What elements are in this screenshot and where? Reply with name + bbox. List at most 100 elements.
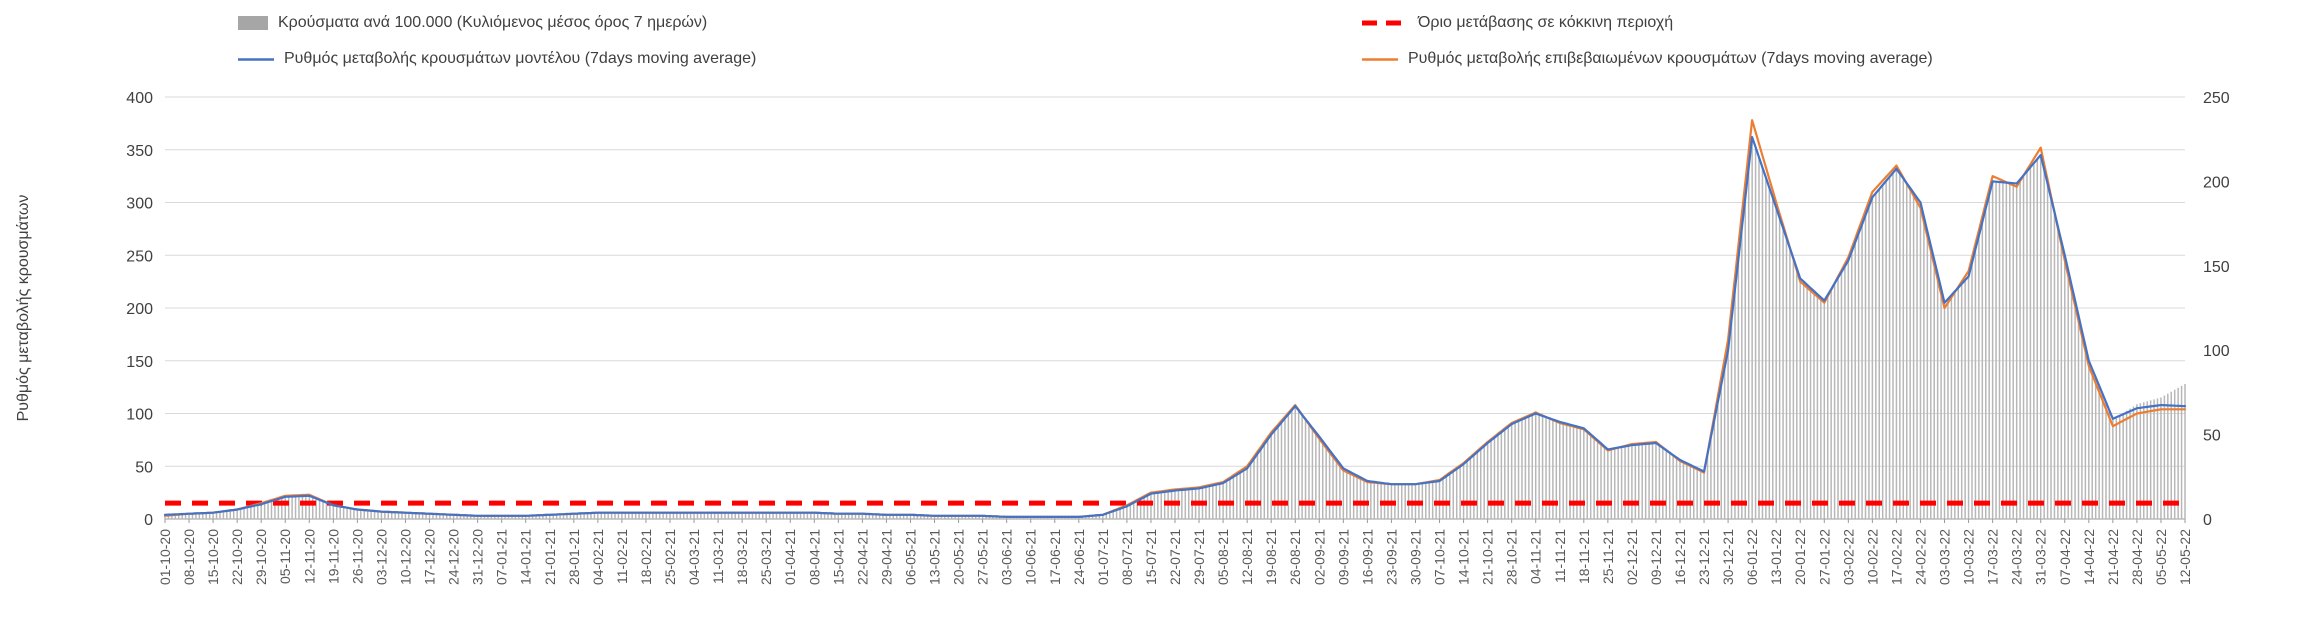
svg-text:30-12-21: 30-12-21 [1720,529,1736,585]
svg-text:14-10-21: 14-10-21 [1456,529,1472,585]
svg-text:250: 250 [2203,90,2230,107]
svg-text:24-03-22: 24-03-22 [2009,529,2025,585]
svg-text:13-05-21: 13-05-21 [927,529,943,585]
svg-text:24-06-21: 24-06-21 [1071,529,1087,585]
svg-text:28-04-22: 28-04-22 [2129,529,2145,585]
legend-item-confirmed-rate: Ρυθμός μεταβολής επιβεβαιωμένων κρουσμάτ… [1362,50,1933,68]
svg-text:200: 200 [126,301,153,318]
svg-text:26-11-20: 26-11-20 [349,529,365,584]
svg-text:200: 200 [2203,174,2230,191]
svg-text:06-05-21: 06-05-21 [902,529,918,585]
svg-text:22-04-21: 22-04-21 [854,529,870,585]
svg-text:20-05-21: 20-05-21 [951,529,967,585]
svg-text:300: 300 [126,196,153,213]
svg-text:31-12-20: 31-12-20 [470,529,486,585]
svg-text:22-07-21: 22-07-21 [1167,529,1183,585]
svg-text:50: 50 [135,459,153,476]
svg-text:23-09-21: 23-09-21 [1383,529,1399,585]
svg-text:04-11-21: 04-11-21 [1528,529,1544,584]
svg-text:11-11-21: 11-11-21 [1552,529,1568,583]
svg-text:25-03-21: 25-03-21 [758,529,774,585]
svg-text:28-10-21: 28-10-21 [1504,529,1520,585]
svg-text:400: 400 [126,90,153,107]
svg-text:15-10-20: 15-10-20 [205,529,221,585]
svg-text:08-04-21: 08-04-21 [806,529,822,585]
svg-text:12-05-22: 12-05-22 [2177,529,2193,585]
svg-text:08-10-20: 08-10-20 [181,529,197,585]
svg-text:22-10-20: 22-10-20 [229,529,245,585]
svg-text:01-04-21: 01-04-21 [782,529,798,585]
svg-text:27-01-22: 27-01-22 [1816,529,1832,585]
svg-text:27-05-21: 27-05-21 [975,529,991,585]
svg-text:150: 150 [126,354,153,371]
svg-text:08-07-21: 08-07-21 [1119,529,1135,585]
svg-text:17-06-21: 17-06-21 [1047,529,1063,585]
svg-text:15-04-21: 15-04-21 [830,529,846,585]
svg-text:01-10-20: 01-10-20 [157,529,173,585]
svg-text:12-11-20: 12-11-20 [301,529,317,584]
right-axis-tick-labels: 0 50 100 150 200 250 [2203,90,2230,529]
svg-text:30-09-21: 30-09-21 [1407,529,1423,585]
svg-text:15-07-21: 15-07-21 [1143,529,1159,585]
svg-text:02-09-21: 02-09-21 [1311,529,1327,585]
svg-text:18-11-21: 18-11-21 [1576,529,1592,584]
svg-text:18-03-21: 18-03-21 [734,529,750,585]
svg-text:21-10-21: 21-10-21 [1480,529,1496,585]
model-line-icon [238,57,274,62]
cases-bars-swatch-icon [238,16,268,30]
svg-text:16-09-21: 16-09-21 [1359,529,1375,585]
svg-text:04-02-21: 04-02-21 [590,529,606,585]
svg-text:01-07-21: 01-07-21 [1095,529,1111,585]
svg-text:25-02-21: 25-02-21 [662,529,678,585]
svg-text:10-03-22: 10-03-22 [1961,529,1977,585]
cases-bars-series [164,137,2186,519]
svg-text:13-01-22: 13-01-22 [1768,529,1784,585]
legend-label-model-rate: Ρυθμός μεταβολής κρουσμάτων μοντέλου (7d… [284,50,757,67]
legend-item-model-rate: Ρυθμός μεταβολής κρουσμάτων μοντέλου (7d… [238,50,756,68]
model-rate-line [163,136,2187,519]
svg-text:05-08-21: 05-08-21 [1215,529,1231,585]
svg-text:05-05-22: 05-05-22 [2153,529,2169,585]
svg-text:150: 150 [2203,259,2230,276]
svg-text:250: 250 [126,248,153,265]
svg-text:19-08-21: 19-08-21 [1263,529,1279,585]
svg-text:17-02-22: 17-02-22 [1888,529,1904,585]
svg-text:06-01-22: 06-01-22 [1744,529,1760,585]
svg-text:12-08-21: 12-08-21 [1239,529,1255,585]
svg-text:29-10-20: 29-10-20 [253,529,269,585]
svg-text:23-12-21: 23-12-21 [1696,529,1712,585]
svg-text:31-03-22: 31-03-22 [2033,529,2049,585]
svg-text:17-12-20: 17-12-20 [422,529,438,585]
svg-text:14-01-21: 14-01-21 [518,529,534,585]
svg-text:07-10-21: 07-10-21 [1432,529,1448,585]
svg-text:11-02-21: 11-02-21 [614,529,630,584]
svg-text:03-03-22: 03-03-22 [1937,529,1953,585]
svg-text:26-08-21: 26-08-21 [1287,529,1303,585]
svg-text:50: 50 [2203,428,2221,445]
svg-text:03-12-20: 03-12-20 [373,529,389,585]
svg-text:03-02-22: 03-02-22 [1840,529,1856,585]
svg-text:0: 0 [144,512,153,529]
confirmed-line-icon [1362,57,1398,62]
svg-text:29-04-21: 29-04-21 [878,529,894,585]
svg-text:14-04-22: 14-04-22 [2081,529,2097,585]
svg-text:10-02-22: 10-02-22 [1864,529,1880,585]
legend-item-cases-bars: Κρούσματα ανά 100.000 (Κυλιόμενος μέσος … [238,14,707,32]
svg-text:350: 350 [126,143,153,160]
svg-text:20-01-22: 20-01-22 [1792,529,1808,585]
threshold-dashed-line-icon [1362,20,1408,26]
svg-text:16-12-21: 16-12-21 [1672,529,1688,585]
svg-text:24-12-20: 24-12-20 [446,529,462,585]
legend-item-threshold: Όριο μετάβασης σε κόκκινη περιοχή [1362,14,1673,32]
svg-text:29-07-21: 29-07-21 [1191,529,1207,585]
svg-text:21-01-21: 21-01-21 [542,529,558,585]
svg-text:04-03-21: 04-03-21 [686,529,702,585]
svg-text:10-12-20: 10-12-20 [397,529,413,585]
legend-label-threshold: Όριο μετάβασης σε κόκκινη περιοχή [1418,14,1674,31]
svg-text:18-02-21: 18-02-21 [638,529,654,585]
x-axis-labels: 01-10-20 08-10-20 15-10-20 22-10-20 29-10-20… [157,519,2193,585]
svg-text:24-02-22: 24-02-22 [1912,529,1928,585]
svg-text:09-12-21: 09-12-21 [1648,529,1664,585]
